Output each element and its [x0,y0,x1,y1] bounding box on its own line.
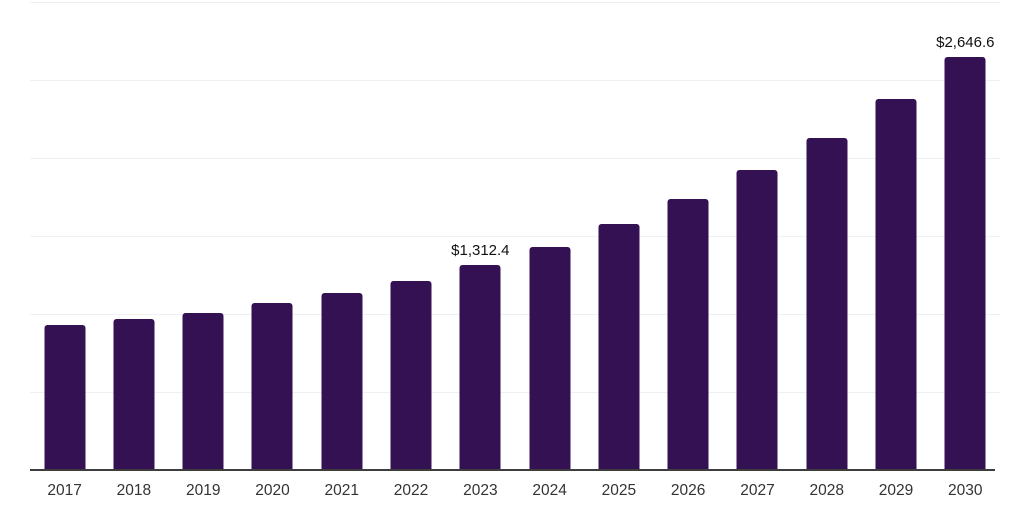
x-tick-2028: 2028 [809,482,844,499]
x-tick-2022: 2022 [393,482,429,499]
bar-2025[interactable] [598,224,640,470]
gridline [30,80,1000,81]
x-tick-2027: 2027 [740,482,775,499]
bar-2027[interactable] [736,169,778,470]
bar-2030[interactable] [944,57,986,470]
bar-group-2017 [30,2,99,470]
bar-2017[interactable] [44,324,86,470]
bar-group-2028 [792,2,861,470]
x-tick-2025: 2025 [601,482,637,499]
x-tick-2019: 2019 [185,482,221,499]
bar-group-2024 [515,2,584,470]
bar-2023[interactable] [459,265,501,470]
bar-2020[interactable] [251,303,293,470]
x-tick-2024: 2024 [532,482,567,499]
bar-2026[interactable] [667,198,709,470]
x-tick-2018: 2018 [116,482,152,499]
x-tick-2030: 2030 [948,482,983,499]
bar-group-2023: $1,312.4 [446,2,515,470]
bar-group-2025 [584,2,653,470]
bar-2019[interactable] [182,313,224,470]
bars-container: $1,312.4 $2,646.6 [30,2,1000,470]
bar-group-2022 [376,2,445,470]
bar-group-2018 [99,2,168,470]
x-tick-2026: 2026 [670,482,706,499]
gridline [30,392,1000,394]
x-tick-2023: 2023 [463,482,498,499]
bar-group-2020 [238,2,307,470]
bar-value-label-2030: $2,646.6 [936,34,995,52]
plot-area: $1,312.4 $2,646.6 [30,2,1000,471]
bar-group-2030: $2,646.6 [931,2,1000,470]
bar-2022[interactable] [390,281,432,470]
gridline [30,314,1000,316]
bar-2028[interactable] [806,137,848,470]
bar-group-2029 [861,2,930,470]
gridline [30,158,1000,160]
bar-value-label-2023: $1,312.4 [451,242,510,260]
gridline [30,236,1000,237]
bar-group-2027 [723,2,792,470]
x-tick-2029: 2029 [878,482,914,499]
x-axis-ticks: 2017 2018 2019 2020 2021 2022 2023 2024 2025 2026… [30,480,1000,504]
x-tick-2017: 2017 [47,482,82,499]
x-axis-line [30,469,995,471]
x-tick-2020: 2020 [255,482,290,499]
bar-group-2026 [654,2,723,470]
bar-group-2019 [169,2,238,470]
gridline [30,2,1000,3]
bar-2029[interactable] [875,98,917,470]
bar-2021[interactable] [321,292,363,470]
x-tick-2021: 2021 [324,482,359,499]
bar-2018[interactable] [113,319,155,470]
bar-2024[interactable] [529,247,571,470]
bar-group-2021 [307,2,376,470]
